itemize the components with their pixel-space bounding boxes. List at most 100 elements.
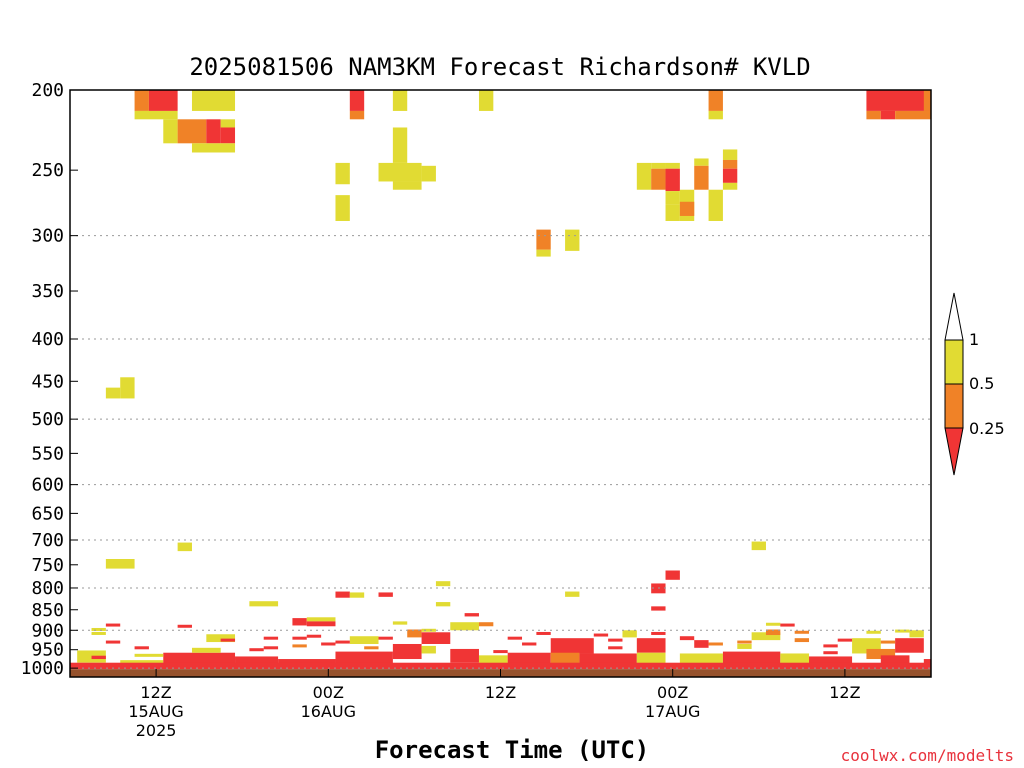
ri-cell [737, 643, 752, 649]
ri-cell [565, 229, 580, 251]
ri-cell [306, 617, 336, 622]
ytick-label-750: 750 [31, 555, 64, 576]
legend-label-1: 1 [969, 330, 979, 349]
ri-cell [622, 630, 637, 638]
ri-cell [722, 182, 738, 190]
ri-streak [794, 630, 810, 634]
xtick-label: 12Z [140, 683, 171, 702]
ri-cell [421, 165, 436, 182]
ri-cell [478, 90, 494, 111]
ri-cell [866, 648, 896, 660]
ytick-label-600: 600 [31, 475, 64, 496]
ri-cell [177, 119, 207, 144]
ri-streak [91, 631, 106, 635]
ri-cell [335, 162, 350, 185]
xtick-label: 12Z [485, 683, 516, 702]
ri-cell [392, 90, 408, 111]
ri-streak [493, 650, 508, 654]
color-legend: 1 0.5 0.25 [944, 292, 1005, 476]
ytick-label-400: 400 [31, 329, 64, 350]
ri-cell [163, 119, 178, 144]
richardson-streaks [91, 622, 910, 657]
ri-streak [823, 651, 838, 655]
ytick-label-850: 850 [31, 600, 64, 621]
ri-cell [923, 90, 931, 111]
ri-cell [206, 119, 221, 144]
ri-cell [536, 249, 551, 257]
ri-cell [550, 652, 580, 664]
ri-cell [105, 558, 135, 569]
ri-cell [105, 387, 121, 399]
ri-cell [220, 119, 236, 128]
ri-cell [177, 542, 192, 552]
ri-streak [507, 636, 523, 640]
ri-cell [249, 601, 279, 607]
ri-cell [349, 110, 365, 120]
ri-streak [91, 627, 106, 631]
ri-streak [134, 653, 164, 657]
ri-cell [708, 110, 723, 120]
ytick-label-550: 550 [31, 443, 64, 464]
ri-cell [708, 90, 723, 111]
ri-cell [809, 656, 853, 668]
xtick-label: 15AUG [128, 702, 183, 721]
ri-cell [120, 377, 135, 399]
ri-cell [335, 195, 350, 221]
ri-cell [694, 158, 709, 166]
ri-streak [105, 623, 121, 627]
ri-cell [636, 162, 652, 190]
ri-cell [148, 90, 178, 111]
legend-orange-box [944, 383, 964, 429]
ri-cell [421, 645, 436, 654]
ri-streak [837, 638, 853, 642]
legend-white-triangle [944, 292, 964, 341]
ri-streak [292, 636, 307, 640]
ytick-label-200: 200 [31, 80, 64, 101]
xtick-label: 12Z [829, 683, 860, 702]
ri-cell [392, 181, 422, 190]
ri-cell [70, 662, 931, 670]
ri-streak [263, 646, 279, 650]
pressure-gridlines [70, 235, 931, 669]
ri-cell [636, 638, 666, 653]
ri-cell [450, 648, 479, 663]
ri-cell [751, 632, 781, 641]
ri-cell [220, 127, 236, 144]
credit-link[interactable]: coolwx.com/modelts [841, 746, 1014, 765]
ri-cell [880, 110, 896, 120]
ri-cell [191, 143, 236, 153]
ri-cell [665, 162, 680, 169]
ri-cell [866, 110, 881, 120]
ri-cell [794, 638, 810, 643]
ri-cell [91, 655, 106, 660]
ri-cell [895, 638, 924, 653]
ri-streak [220, 638, 236, 642]
ri-streak [134, 646, 149, 650]
ri-cell [134, 110, 178, 120]
ri-streak [765, 622, 781, 626]
ri-streak [823, 644, 838, 648]
ri-cell [435, 602, 451, 607]
ytick-label-900: 900 [31, 620, 64, 641]
ri-cell [407, 629, 422, 638]
ri-cell [378, 592, 393, 597]
ri-cell [651, 162, 666, 169]
ri-cell [694, 165, 709, 190]
ri-cell [722, 149, 738, 160]
ri-streak [306, 634, 322, 638]
ri-cell [392, 127, 408, 163]
ri-streak [866, 630, 881, 634]
richardson-cells [70, 90, 931, 670]
ri-cell [665, 570, 680, 580]
xtick-label: 2025 [136, 721, 177, 740]
ri-cell [134, 90, 149, 111]
ri-cell [306, 621, 336, 627]
ri-streak [378, 636, 393, 640]
ytick-label-950: 950 [31, 640, 64, 661]
ri-cell [565, 591, 580, 597]
ri-cell [909, 630, 924, 638]
ytick-label-650: 650 [31, 503, 64, 524]
ri-streak [608, 638, 623, 642]
ri-cell [722, 159, 738, 169]
ytick-label-350: 350 [31, 281, 64, 302]
